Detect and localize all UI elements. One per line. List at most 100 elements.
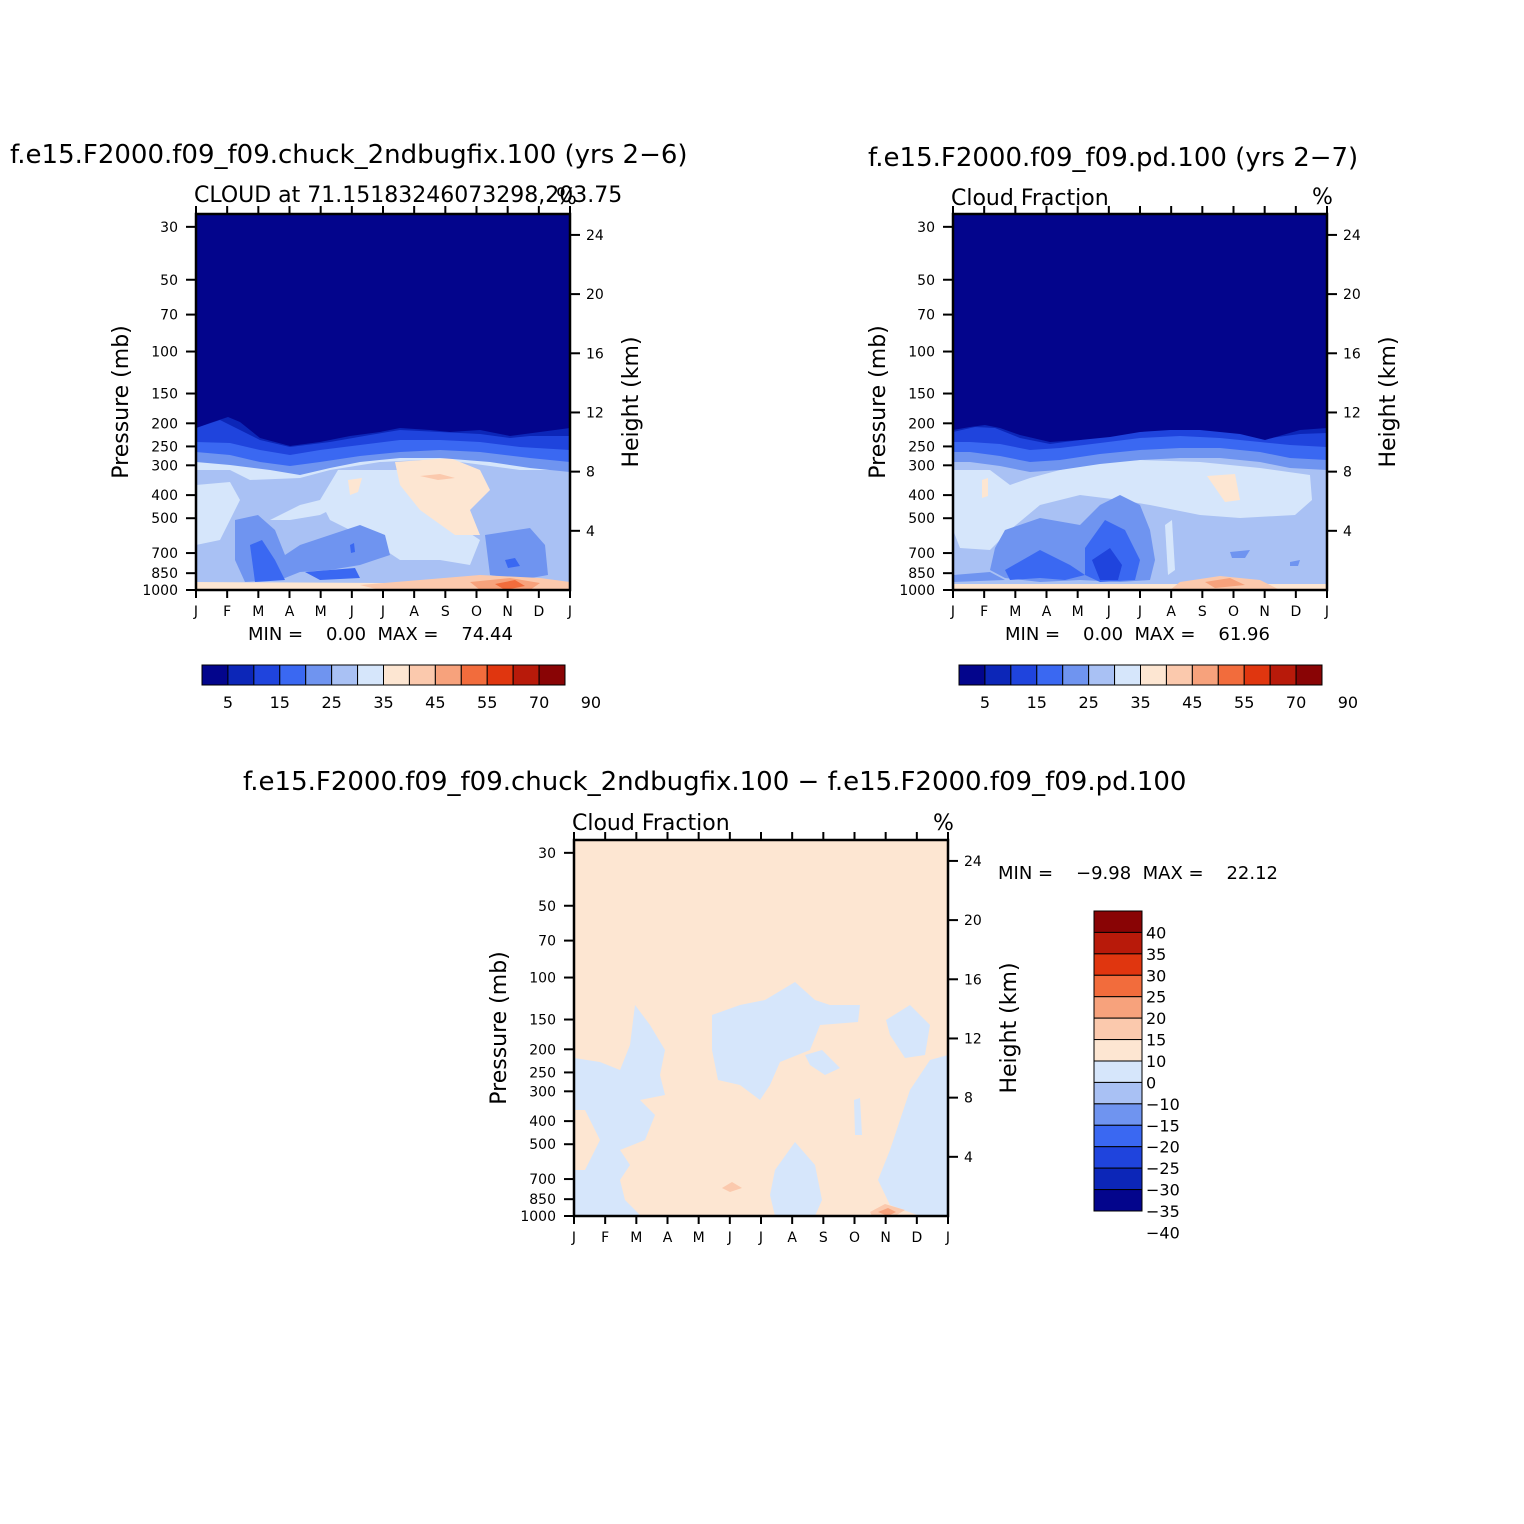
colorbar-swatch	[1217, 664, 1245, 686]
x-tick-label: F	[601, 1230, 609, 1246]
y-tick-label: 300	[151, 458, 178, 474]
case2-stats: MIN = 0.00 MAX = 61.96	[1005, 624, 1270, 645]
colorbar-swatch	[1088, 664, 1116, 686]
y2-tick-label: 16	[964, 972, 982, 988]
y-tick-label: 850	[151, 566, 178, 582]
x-tick-label: J	[571, 1230, 576, 1246]
x-tick-label: J	[950, 604, 955, 620]
y2-tick-label: 8	[964, 1091, 973, 1107]
colorbar-swatch	[357, 664, 385, 686]
y2-tick-label: 4	[964, 1150, 973, 1166]
x-tick-label: M	[693, 1230, 705, 1246]
colorbar-label: −35	[1146, 1202, 1180, 1221]
colorbar-swatch	[408, 664, 436, 686]
colorbar-swatch	[1165, 664, 1193, 686]
colorbar-label: 25	[321, 693, 341, 712]
y-tick-label: 70	[917, 308, 935, 324]
diff-units: %	[933, 811, 954, 836]
colorbar-label: 45	[1182, 693, 1202, 712]
colorbar-swatch	[1036, 664, 1064, 686]
case2-ylabel-right: Height (km)	[1376, 336, 1401, 467]
colorbar-label: 25	[1146, 988, 1166, 1007]
y-tick-label: 70	[538, 934, 556, 950]
colorbar-label: 0	[1146, 1073, 1156, 1092]
y-tick-label: 400	[529, 1114, 556, 1130]
x-tick-label: O	[471, 604, 482, 620]
colorbar-swatch	[1140, 664, 1167, 686]
case2-panel: J F M A M J J A S O N D J 30 50 70 100 150 200 250 300 400 500…	[899, 206, 1361, 620]
y-tick-label: 100	[529, 971, 556, 987]
colorbar-label: 35	[373, 693, 393, 712]
diff-subtitle: Cloud Fraction	[572, 811, 730, 836]
colorbar-swatch	[1093, 1189, 1143, 1212]
colorbar-swatch	[1093, 974, 1143, 998]
case2-title: f.e15.F2000.f09_f09.pd.100 (yrs 2−7)	[868, 143, 1359, 173]
colorbar-label: 55	[1234, 693, 1254, 712]
colorbar-swatch	[1093, 1103, 1143, 1126]
y2-tick-label: 20	[964, 913, 982, 929]
colorbar-label: 40	[1146, 923, 1166, 942]
x-tick-label: M	[1009, 604, 1021, 620]
colorbar-swatch	[1295, 664, 1323, 686]
y-tick-label: 500	[908, 511, 935, 527]
x-tick-label: S	[1198, 604, 1207, 620]
x-tick-label: A	[1042, 604, 1052, 620]
colorbar-swatch	[331, 664, 359, 686]
case1-panel: J F M A M J J A S O N D J 30 50 70 100 150 200 250 300 400 500…	[142, 206, 604, 620]
case2-axes: J F M A M J J A S O N D J 30 50 70 100 150 200 250 300 400 500…	[899, 206, 1361, 620]
colorbar-swatch	[434, 664, 462, 686]
x-tick-label: N	[502, 604, 512, 620]
colorbar-swatch	[253, 664, 281, 686]
x-tick-label: J	[193, 604, 198, 620]
y2-tick-label: 16	[1343, 346, 1361, 362]
x-tick-label: N	[880, 1230, 890, 1246]
diff-colorbar: 40 35 30 25 20 15 10 0 −10 −15 −20 −25 −30 −35 −40	[1093, 910, 1180, 1242]
x-tick-label: D	[1290, 604, 1301, 620]
colorbar-swatch	[958, 664, 986, 686]
x-tick-label: N	[1259, 604, 1269, 620]
case1-axes: J F M A M J J A S O N D J 30 50 70 100 150 200 250 300 400 500…	[142, 206, 604, 620]
colorbar-label: 55	[477, 693, 497, 712]
colorbar-swatch	[984, 664, 1012, 686]
colorbar-label: 5	[223, 693, 233, 712]
colorbar-label: 70	[1286, 693, 1306, 712]
case2-contour-field	[953, 214, 1327, 590]
y-tick-label: 250	[908, 439, 935, 455]
colorbar-label: 5	[980, 693, 990, 712]
colorbar-swatch	[1093, 1081, 1143, 1105]
colorbar-swatch	[305, 664, 333, 686]
y-tick-label: 200	[529, 1042, 556, 1058]
colorbar-swatch	[1114, 664, 1141, 686]
colorbar-label: 15	[270, 693, 290, 712]
colorbar-label: 45	[425, 693, 445, 712]
y-tick-label: 700	[151, 546, 178, 562]
colorbar-label: −10	[1146, 1095, 1180, 1114]
colorbar-label: −15	[1146, 1116, 1180, 1135]
case1-contour-field	[196, 214, 570, 590]
y2-tick-label: 20	[1343, 287, 1361, 303]
x-tick-label: S	[819, 1230, 828, 1246]
colorbar-swatch	[1093, 996, 1143, 1019]
x-tick-label: F	[223, 604, 231, 620]
colorbar-swatch	[1062, 664, 1090, 686]
y-tick-label: 50	[538, 899, 556, 915]
y-tick-label: 400	[908, 488, 935, 504]
y-tick-label: 1000	[899, 583, 935, 599]
y-tick-label: 1000	[520, 1209, 556, 1225]
y-tick-label: 200	[151, 416, 178, 432]
x-tick-label: M	[315, 604, 327, 620]
y2-tick-label: 24	[1343, 228, 1361, 244]
colorbar-swatch	[512, 664, 540, 686]
y-tick-label: 200	[908, 416, 935, 432]
x-tick-label: A	[787, 1230, 797, 1246]
y-tick-label: 50	[160, 273, 178, 289]
y2-tick-label: 12	[586, 405, 604, 421]
x-tick-label: M	[1072, 604, 1084, 620]
colorbar-swatch	[383, 664, 410, 686]
colorbar-swatch	[1269, 664, 1297, 686]
colorbar-label: 35	[1146, 945, 1166, 964]
y-tick-label: 850	[908, 566, 935, 582]
colorbar-swatch	[1191, 664, 1219, 686]
case1-stats: MIN = 0.00 MAX = 74.44	[248, 624, 513, 645]
